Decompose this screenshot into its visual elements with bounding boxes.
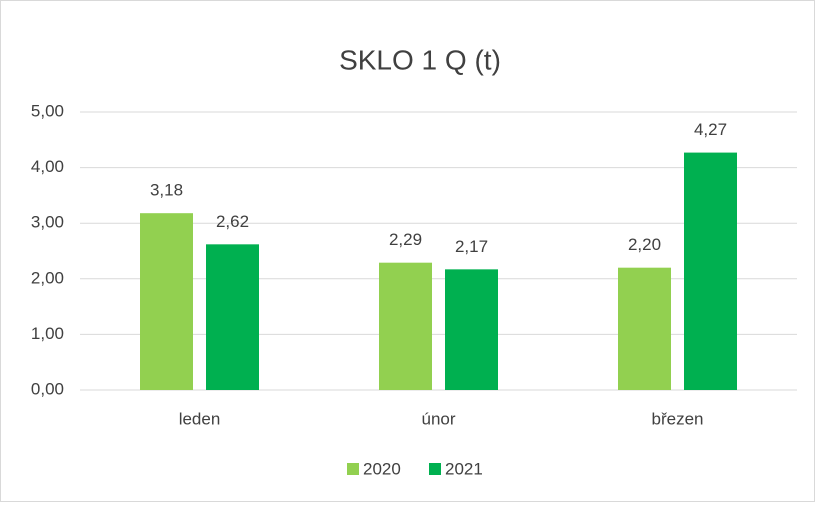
bar [618, 267, 671, 390]
bar [206, 244, 259, 390]
value-label: 2,29 [389, 230, 422, 249]
legend-swatch [347, 463, 359, 475]
y-tick-label: 0,00 [31, 379, 64, 398]
x-tick-label: leden [179, 409, 221, 428]
legend-label: 2020 [363, 459, 401, 478]
y-tick-label: 3,00 [31, 213, 64, 232]
bar [140, 213, 193, 390]
chart-title: SKLO 1 Q (t) [339, 44, 501, 75]
bar [379, 262, 432, 390]
value-label: 4,27 [694, 120, 727, 139]
y-tick-label: 5,00 [31, 101, 64, 120]
x-tick-label: březen [652, 409, 704, 428]
y-tick-label: 2,00 [31, 268, 64, 287]
legend-label: 2021 [445, 459, 483, 478]
value-label: 2,17 [455, 237, 488, 256]
bar [445, 269, 498, 390]
value-label: 3,18 [150, 181, 183, 200]
value-label: 2,62 [216, 212, 249, 231]
x-tick-label: únor [421, 409, 455, 428]
bar [684, 152, 737, 390]
value-label: 2,20 [628, 235, 661, 254]
legend-swatch [429, 463, 441, 475]
y-tick-label: 4,00 [31, 157, 64, 176]
y-tick-label: 1,00 [31, 324, 64, 343]
